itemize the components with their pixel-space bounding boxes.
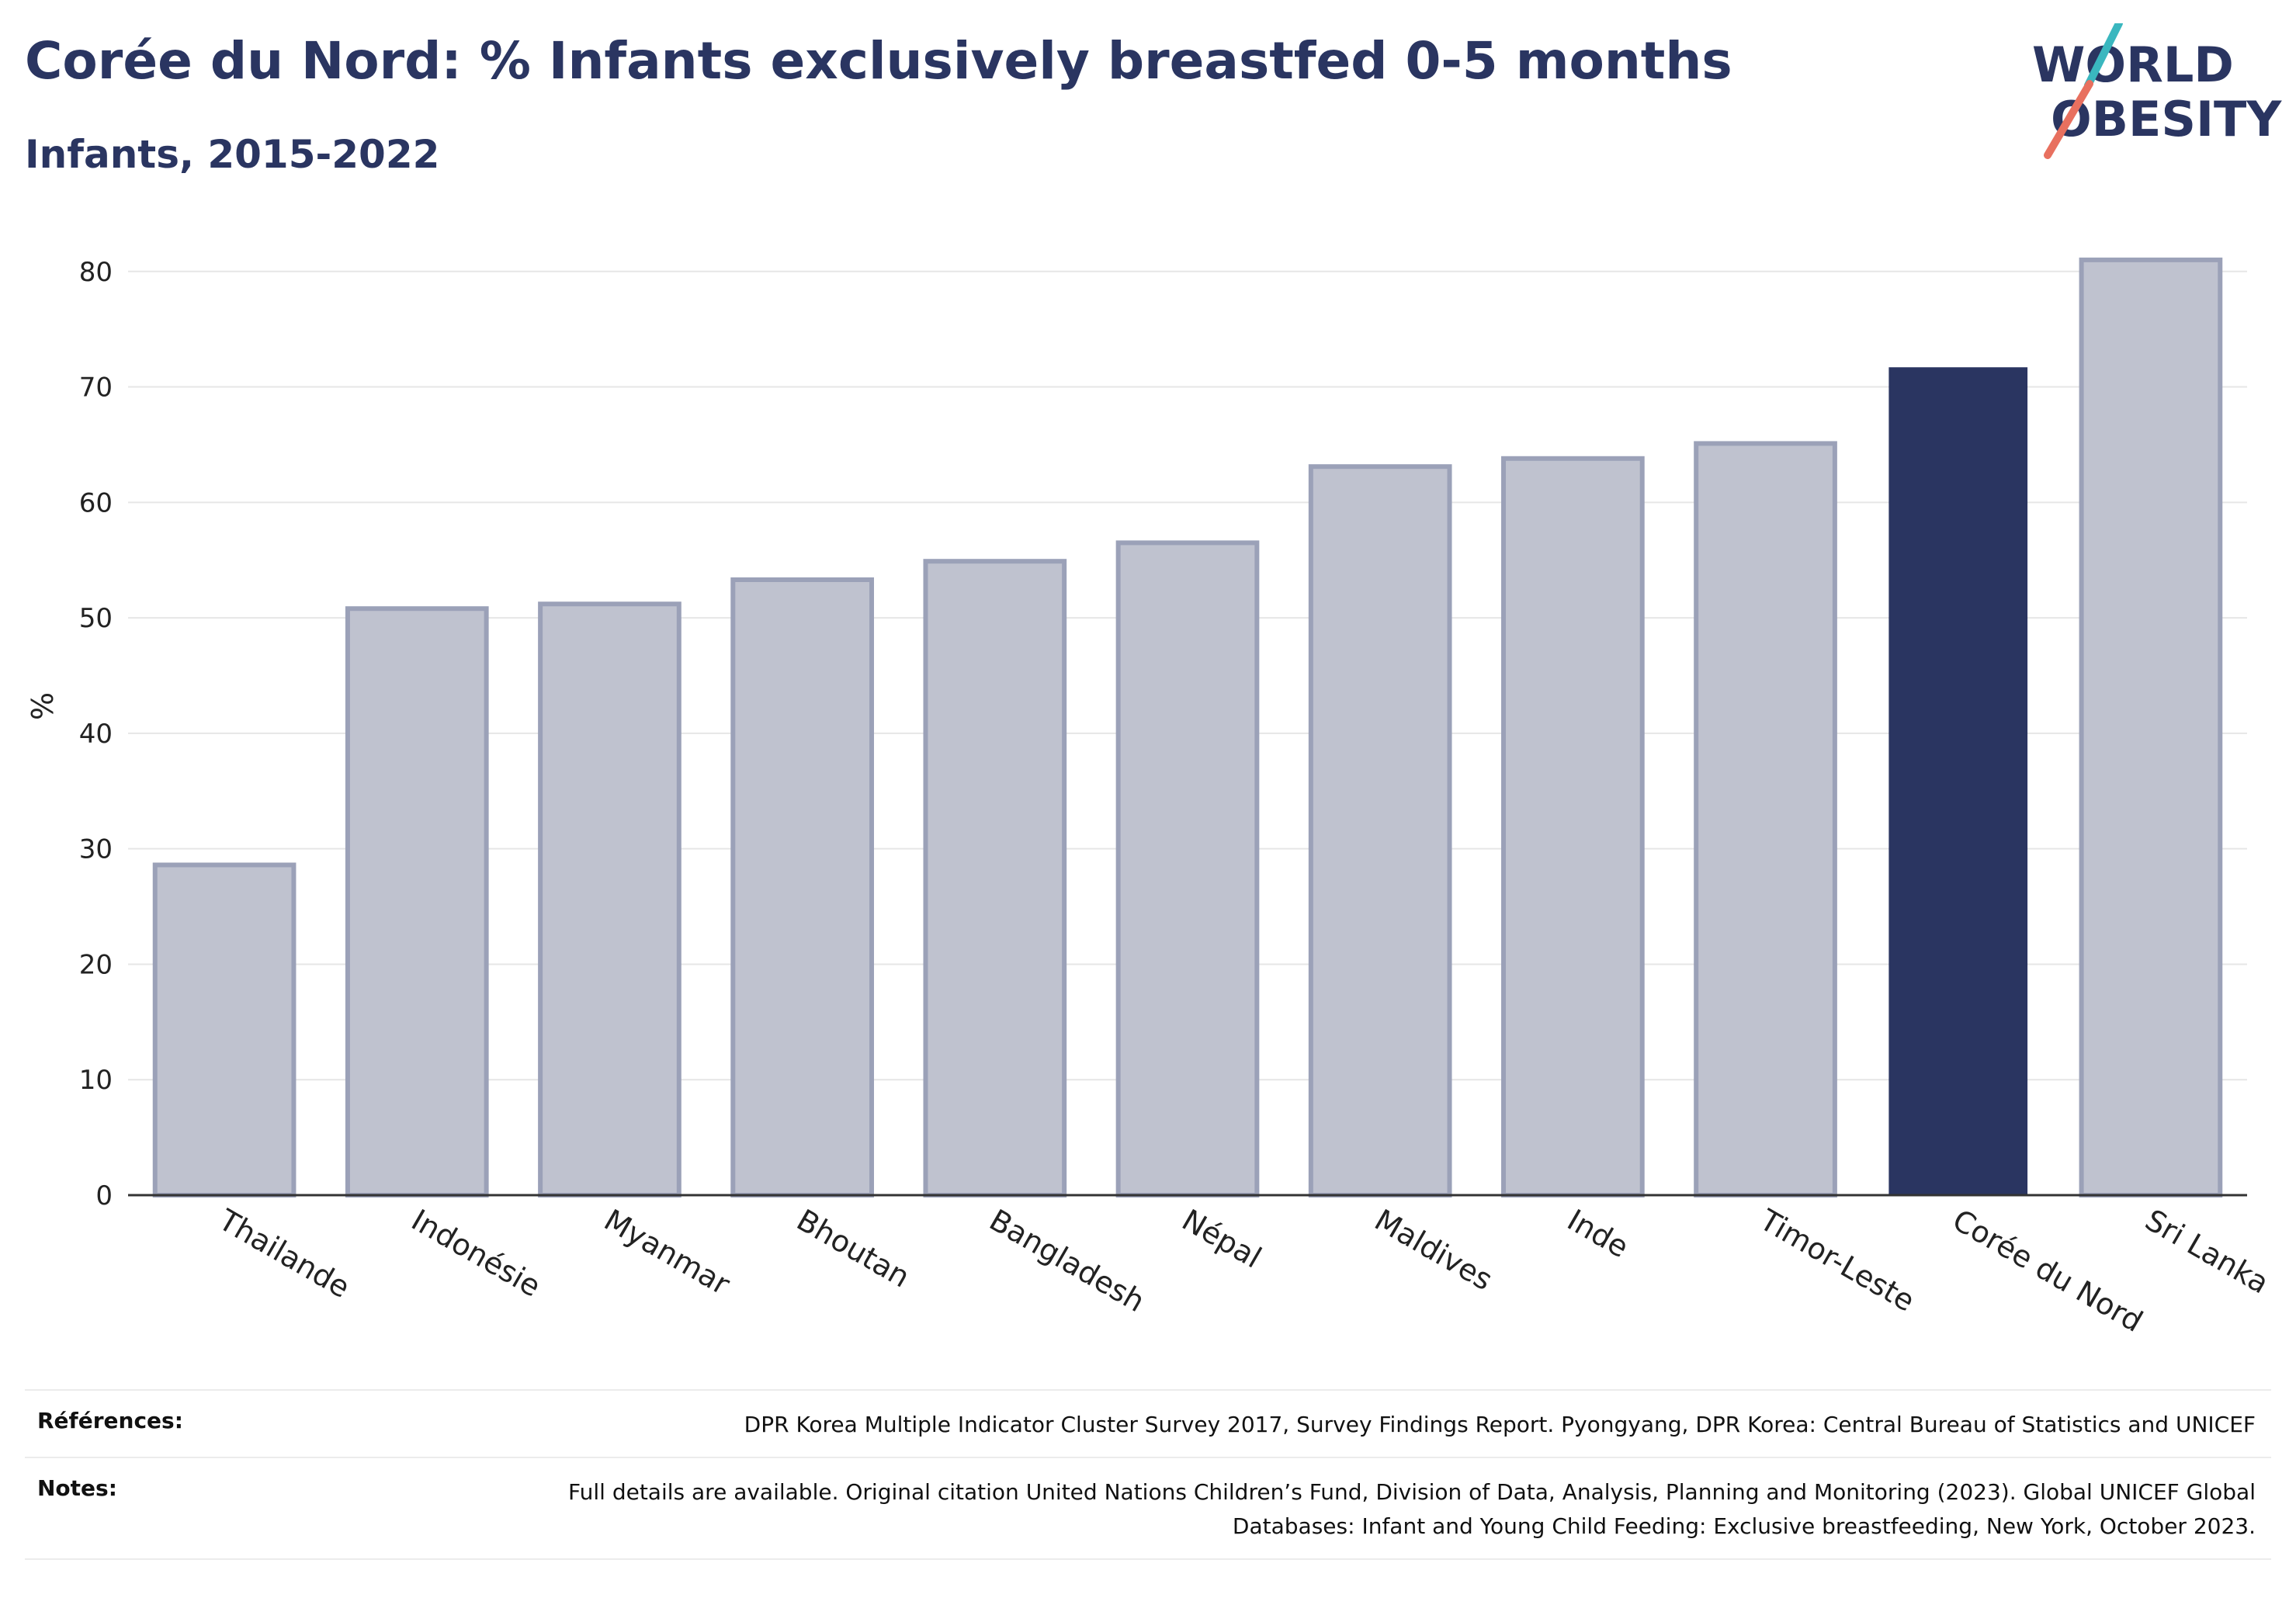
logo-line-1: WORLD — [2032, 36, 2234, 93]
bar-inde — [1501, 456, 1645, 1197]
x-tick-label: Corée du Nord — [1947, 1203, 2149, 1339]
y-tick-label: 40 — [79, 719, 113, 750]
logo-line-2: OBESITY — [2051, 91, 2282, 147]
x-tick-label: Timor-Leste — [1753, 1202, 1920, 1318]
references-row: Références: DPR Korea Multiple Indicator… — [25, 1391, 2271, 1459]
x-tick-label: Myanmar — [598, 1203, 736, 1302]
x-tick-label: Indonésie — [406, 1203, 546, 1304]
bar-n-pal — [1115, 540, 1260, 1197]
notes-text: Full details are available. Original cit… — [568, 1479, 2256, 1539]
references-label: Références: — [37, 1408, 183, 1433]
y-axis-ticks: 0 10 20 30 40 50 60 70 80 — [79, 257, 113, 1211]
y-tick-label: 50 — [79, 603, 113, 634]
bar-bangladesh — [923, 559, 1067, 1197]
bar-thailande — [152, 862, 297, 1197]
bar-chart: 0 10 20 30 40 50 60 70 80 Thailande Indonésie Myan… — [26, 257, 2275, 1339]
bar-maldives — [1308, 464, 1452, 1197]
y-tick-label: 20 — [79, 949, 113, 980]
y-tick-label: 30 — [79, 834, 113, 865]
bar-bhoutan — [730, 577, 874, 1197]
footer-table: Références: DPR Korea Multiple Indicator… — [25, 1389, 2271, 1561]
bar-sri-lanka — [2079, 257, 2223, 1197]
x-tick-label: Inde — [1562, 1203, 1635, 1265]
y-tick-label: 0 — [95, 1180, 113, 1211]
y-tick-label: 60 — [79, 487, 113, 518]
x-tick-label: Bhoutan — [791, 1203, 915, 1294]
bar-indon-sie — [345, 606, 489, 1197]
y-tick-label: 70 — [79, 373, 113, 404]
chart-subtitle: Infants, 2015-2022 — [25, 132, 440, 177]
x-tick-label: Maldives — [1369, 1203, 1499, 1298]
logo-slash-teal — [2084, 23, 2123, 89]
x-tick-label: Népal — [1177, 1203, 1268, 1275]
x-tick-label: Thailande — [213, 1202, 355, 1305]
y-tick-label: 10 — [79, 1065, 113, 1096]
bar-myanmar — [538, 601, 682, 1197]
y-tick-label: 80 — [79, 257, 113, 288]
y-axis-label: % — [26, 692, 60, 720]
x-tick-label: Bangladesh — [983, 1203, 1150, 1319]
bars — [152, 257, 2223, 1197]
notes-label: Notes: — [37, 1475, 117, 1502]
x-tick-label: Sri Lanka — [2139, 1203, 2274, 1301]
x-axis-labels: Thailande Indonésie Myanmar Bhoutan Banglade… — [213, 1202, 2275, 1339]
logo-slash-coral — [2044, 80, 2093, 159]
bar-timor-leste — [1694, 441, 1837, 1197]
notes-row: Notes: Full details are available. Origi… — [25, 1458, 2271, 1561]
references-text: DPR Korea Multiple Indicator Cluster Sur… — [744, 1412, 2256, 1437]
bar-cor-e-du-nord — [1888, 367, 2028, 1195]
chart-title: Corée du Nord: % Infants exclusively bre… — [25, 31, 1732, 91]
world-obesity-logo: WORLD OBESITY — [2032, 23, 2282, 159]
